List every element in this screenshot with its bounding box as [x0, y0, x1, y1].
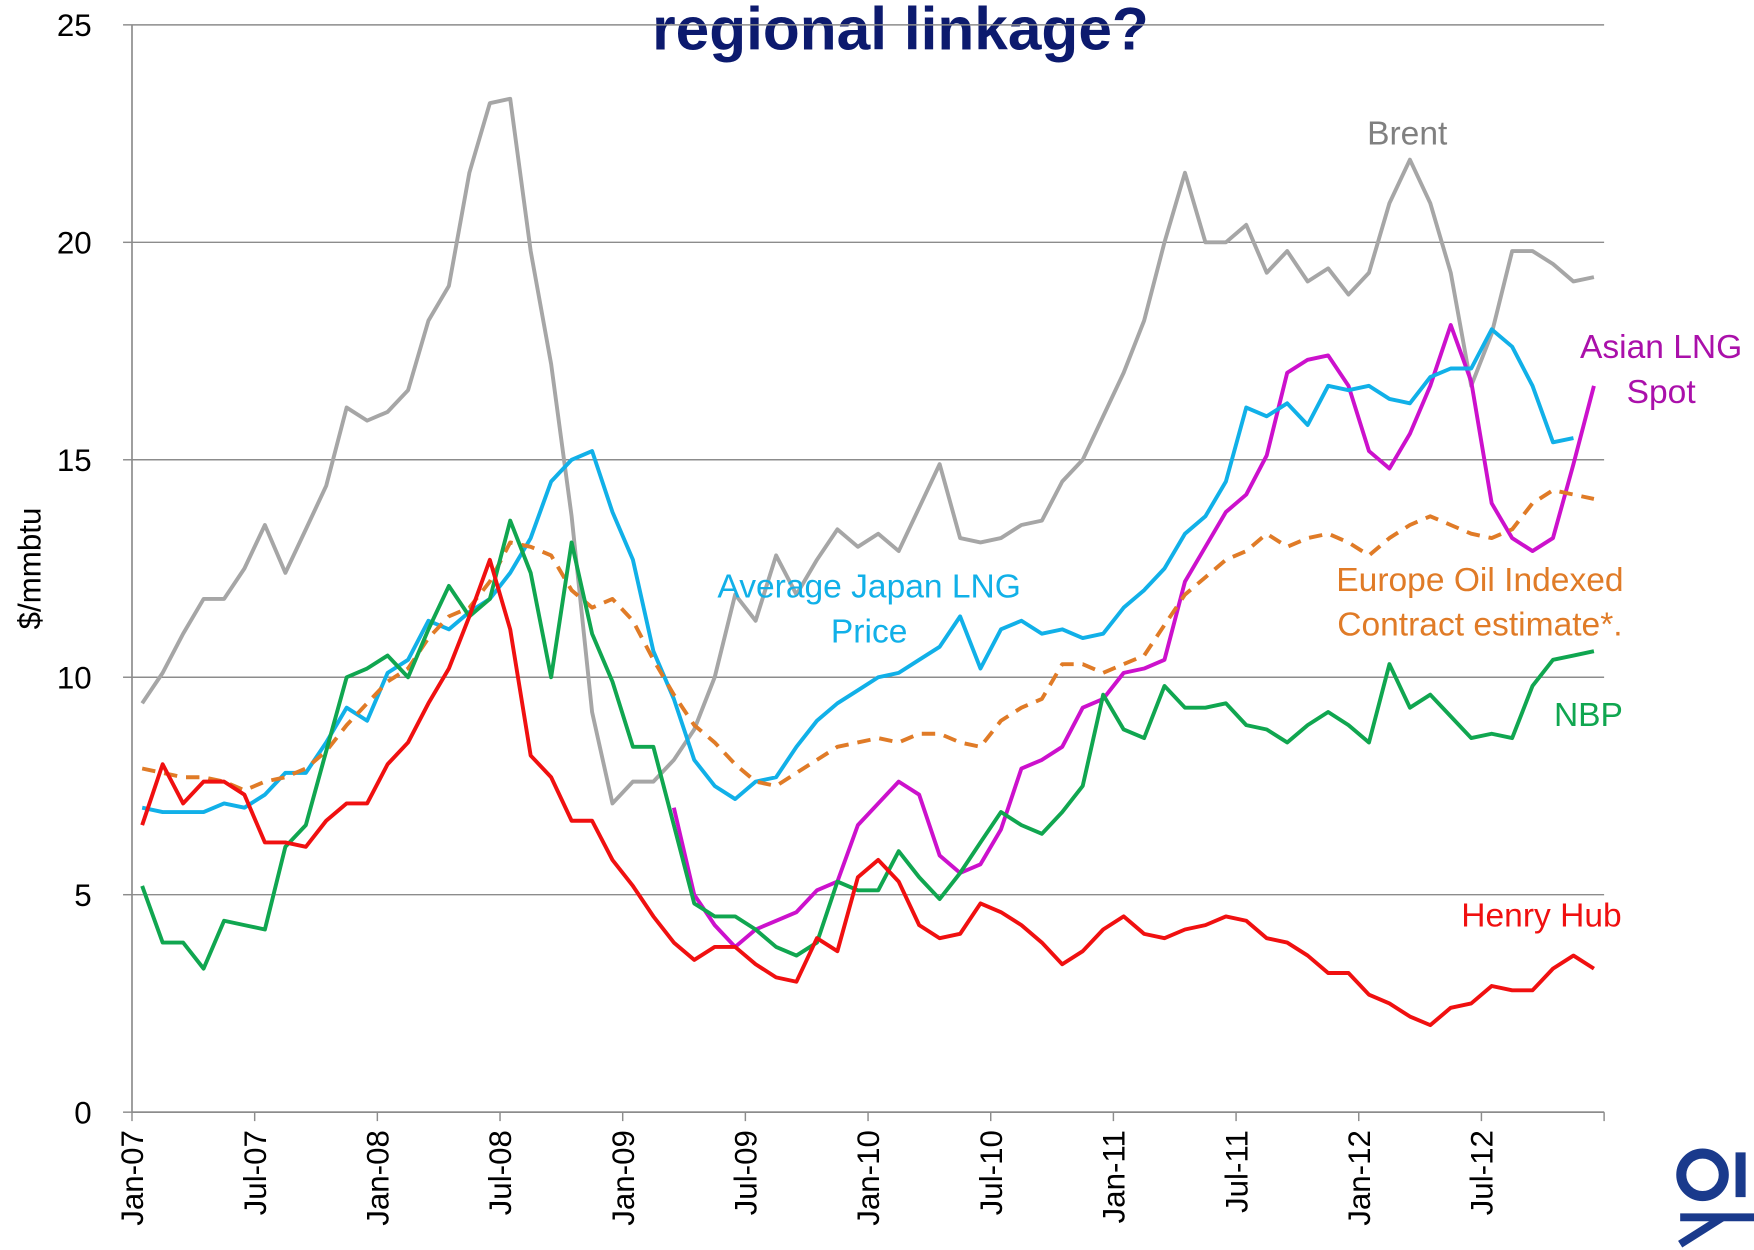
x-tick-label: Jul-08: [483, 1130, 518, 1215]
y-tick-label: 25: [57, 8, 92, 43]
x-tick-label: Jan-07: [115, 1130, 150, 1226]
series-line: [140, 557, 1595, 1028]
series-label-box: Europe Oil Indexed Contract estimate*.: [1336, 561, 1624, 644]
y-tick-label: 10: [57, 660, 92, 695]
x-tick-label: Jan-09: [606, 1130, 641, 1226]
x-tick-label: Jan-12: [1342, 1130, 1377, 1226]
series-line: [671, 323, 1596, 949]
series-label: Europe Oil Indexed Contract estimate*.: [1336, 561, 1624, 644]
x-tick-label: Jul-12: [1465, 1130, 1500, 1215]
chart-title: regional linkage?: [652, 0, 1149, 62]
series-label: Average Japan LNG Price: [717, 568, 1021, 651]
series-label-box: Brent: [1367, 115, 1448, 153]
x-tick-label: Jan-10: [851, 1130, 886, 1226]
y-axis-label: $/mmbtu: [12, 508, 47, 630]
series-label-box: NBP: [1553, 697, 1623, 735]
y-tick-label: 0: [74, 1095, 91, 1130]
series-line: [141, 488, 1595, 793]
series-label-box: Average Japan LNG Price: [717, 568, 1021, 651]
x-tick-label: Jan-08: [361, 1130, 396, 1226]
x-tick-label: Jul-10: [974, 1130, 1009, 1215]
series-label: NBP: [1553, 697, 1623, 735]
logo-bar: [1678, 1214, 1725, 1248]
x-tick-label: Jul-09: [729, 1130, 764, 1215]
series-line: [140, 518, 1595, 971]
y-tick-label: 20: [57, 226, 92, 261]
x-tick-label: Jan-11: [1097, 1130, 1132, 1223]
series-line: [140, 96, 1595, 806]
x-tick-label: Jul-11: [1219, 1130, 1254, 1213]
y-tick-label: 15: [57, 443, 92, 478]
series-label: Brent: [1367, 115, 1448, 153]
y-tick-label: 5: [74, 878, 91, 913]
series-label-box: Henry Hub: [1461, 897, 1622, 935]
x-tick-label: Jul-07: [238, 1130, 273, 1215]
series-label: Henry Hub: [1461, 897, 1622, 935]
logo: [1676, 1148, 1754, 1248]
logo-ring: [1676, 1148, 1729, 1202]
series-label: Asian LNG Spot: [1580, 329, 1743, 411]
series-label-box: Asian LNG Spot: [1580, 329, 1743, 411]
